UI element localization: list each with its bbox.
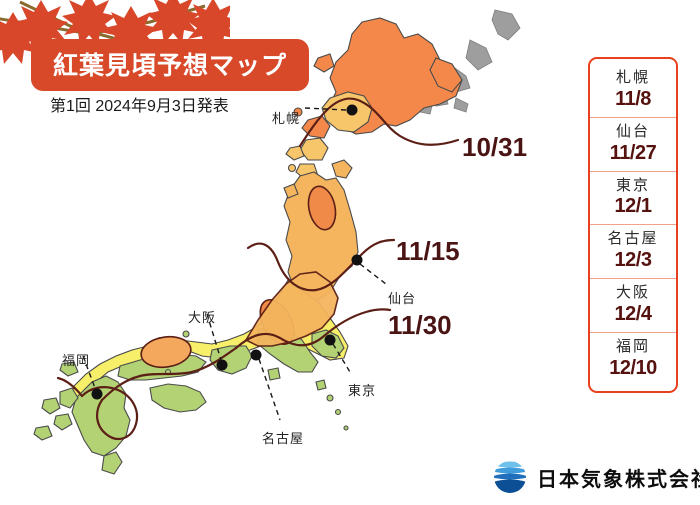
map-city-label-osaka: 大阪 xyxy=(188,310,217,325)
leader-lines xyxy=(82,107,387,421)
map-city-label-fukuoka: 福岡 xyxy=(62,353,91,368)
legend-row-sapporo: 札幌 11/8 xyxy=(590,64,676,118)
city-dot-markers xyxy=(91,104,363,400)
japan-map-svg xyxy=(33,9,521,475)
map-city-label-sapporo: 札幌 xyxy=(272,111,301,126)
legend-city-name: 福岡 xyxy=(615,337,650,355)
legend-city-name: 名古屋 xyxy=(607,230,659,248)
map-city-label-tokyo: 東京 xyxy=(348,383,377,398)
city-dot-tokyo xyxy=(324,334,336,346)
forecast-contour-lines xyxy=(56,97,460,441)
legend-city-name: 仙台 xyxy=(615,122,650,140)
page-title: 紅葉見頃予想マップ xyxy=(31,39,310,91)
map-date-label-1130: 11/30 xyxy=(388,310,452,340)
legend-city-name: 大阪 xyxy=(615,284,650,301)
company-name: 日本気象株式会社 xyxy=(537,468,700,491)
map-city-label-sendai: 仙台 xyxy=(388,291,417,306)
legend-city-date: 11/8 xyxy=(615,87,651,110)
maple-leaf-decoration xyxy=(0,0,230,64)
city-dot-sapporo xyxy=(346,104,358,116)
globe-wave-icon xyxy=(494,461,526,493)
legend-row-nagoya: 名古屋 12/3 xyxy=(590,225,676,279)
hokkaido-region xyxy=(285,17,463,181)
map-date-label-1031: 10/31 xyxy=(462,132,528,162)
city-dot-osaka xyxy=(216,359,228,371)
map-date-label-1115: 11/15 xyxy=(396,236,460,266)
legend-city-name: 東京 xyxy=(615,176,650,194)
city-dot-nagoya xyxy=(250,349,262,361)
legend-city-date: 12/10 xyxy=(609,356,657,379)
legend-city-date: 11/27 xyxy=(609,141,657,164)
company-logo: 日本気象株式会社 xyxy=(492,459,700,495)
city-dot-fukuoka xyxy=(91,388,103,400)
legend-row-fukuoka: 福岡 12/10 xyxy=(590,333,676,386)
release-subtitle: 第1回 2024年9月3日発表 xyxy=(50,98,229,115)
japan-map: 札幌 仙台 東京 名古屋 大阪 福岡 10/31 11/15 11/30 xyxy=(33,9,528,475)
legend-city-date: 12/4 xyxy=(614,302,652,325)
legend-city-date: 12/1 xyxy=(614,195,652,218)
legend-row-tokyo: 東京 12/1 xyxy=(590,172,676,226)
city-dot-sendai xyxy=(351,254,363,266)
legend-row-osaka: 大阪 12/4 xyxy=(590,279,676,333)
city-forecast-legend-panel: 札幌 11/8 仙台 11/27 東京 12/1 名古屋 12/3 大阪 12/… xyxy=(588,57,678,393)
legend-city-name: 札幌 xyxy=(615,69,650,86)
legend-city-date: 12/3 xyxy=(614,249,652,271)
map-city-label-nagoya: 名古屋 xyxy=(262,431,305,446)
legend-row-sendai: 仙台 11/27 xyxy=(590,118,676,172)
